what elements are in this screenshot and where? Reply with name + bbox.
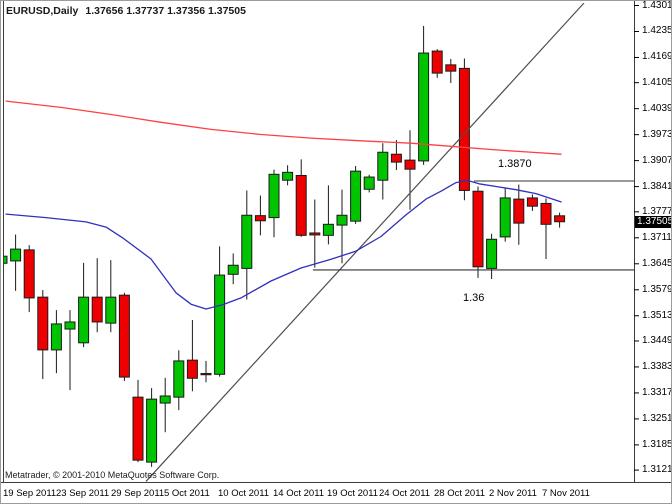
- candle-body: [146, 398, 158, 463]
- candle-body: [214, 274, 226, 375]
- candle-body: [458, 67, 470, 191]
- candle-body: [486, 238, 498, 269]
- plot-group: [4, 3, 634, 482]
- candle-body: [132, 396, 144, 461]
- candle-body: [23, 249, 35, 299]
- price-axis[interactable]: [635, 1, 671, 482]
- candle-body: [336, 214, 348, 226]
- candle-body: [554, 215, 566, 223]
- candle-body: [64, 321, 76, 330]
- candle-body: [105, 296, 117, 324]
- candle-body: [50, 323, 62, 351]
- candle-body: [322, 223, 334, 236]
- candle-body: [363, 176, 375, 190]
- ma-slow-red-line: [5, 100, 562, 155]
- candle-body: [268, 173, 280, 219]
- candle-body: [499, 197, 511, 238]
- candle-body: [200, 373, 212, 376]
- candle-body: [4, 255, 8, 264]
- candle-body: [173, 360, 185, 398]
- candle-body: [186, 359, 198, 379]
- candle-body: [540, 202, 552, 225]
- candle-body: [10, 248, 22, 262]
- trendline[interactable]: [145, 3, 585, 482]
- candle-body: [418, 52, 430, 162]
- candle-body: [254, 215, 266, 222]
- candle-body: [404, 159, 416, 170]
- candle-body: [295, 174, 307, 236]
- candle-body: [350, 170, 362, 222]
- candle-body: [282, 171, 294, 181]
- time-axis[interactable]: [1, 483, 671, 503]
- candle-body: [377, 151, 389, 181]
- candle-body: [431, 50, 443, 74]
- candle-body: [118, 294, 130, 378]
- candle-body: [91, 296, 103, 323]
- candle-body: [37, 296, 49, 351]
- candle-body: [241, 214, 253, 269]
- candle-body: [526, 197, 538, 207]
- candle-body: [513, 198, 525, 224]
- candle-body: [390, 153, 402, 163]
- candle-body: [227, 264, 239, 275]
- chart-plot-area[interactable]: [4, 3, 634, 482]
- candle-body: [445, 64, 457, 72]
- candle-body: [159, 395, 171, 404]
- candle-body: [472, 190, 484, 268]
- ma-fast-blue-line: [5, 179, 562, 310]
- candle-body: [309, 232, 321, 236]
- candle-body: [78, 296, 90, 344]
